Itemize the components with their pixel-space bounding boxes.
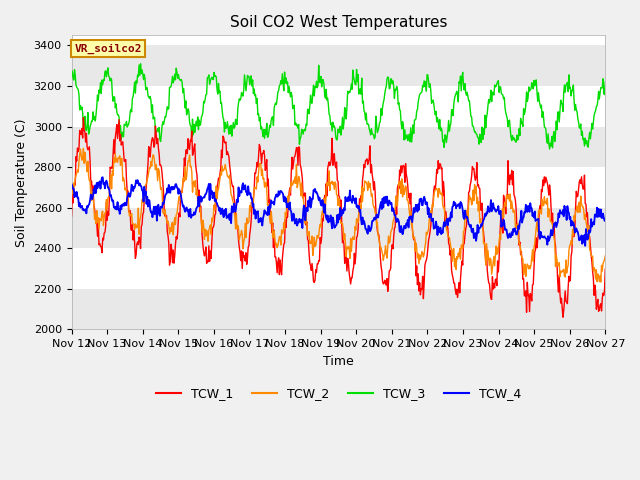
TCW_4 (216, 208, 223, 214)
TCW_3 (546, 146, 554, 152)
Line: TCW_1: TCW_1 (72, 118, 605, 317)
TCW_4 (99, 174, 106, 180)
Line: TCW_4: TCW_4 (72, 177, 605, 246)
TCW_2 (68, 194, 76, 200)
Line: TCW_2: TCW_2 (72, 148, 605, 282)
TCW_1 (216, 177, 223, 183)
TCW_2 (79, 145, 87, 151)
Y-axis label: Soil Temperature (C): Soil Temperature (C) (15, 118, 28, 247)
TCW_3 (602, 79, 609, 85)
X-axis label: Time: Time (323, 355, 354, 368)
TCW_3 (132, 78, 140, 84)
TCW_3 (216, 89, 223, 95)
TCW_3 (137, 61, 145, 67)
Bar (72, 46, 605, 86)
TCW_2 (404, 197, 412, 203)
TCW_1 (420, 296, 428, 301)
TCW_1 (68, 213, 76, 219)
TCW_2 (133, 222, 141, 228)
TCW_1 (187, 139, 195, 144)
Bar (72, 167, 605, 208)
TCW_2 (597, 279, 605, 285)
TCW_4 (133, 180, 141, 186)
TCW_1 (79, 115, 87, 120)
TCW_4 (187, 215, 195, 221)
Bar (72, 248, 605, 289)
TCW_1 (133, 241, 141, 247)
TCW_3 (404, 138, 412, 144)
TCW_4 (420, 197, 428, 203)
Legend: TCW_1, TCW_2, TCW_3, TCW_4: TCW_1, TCW_2, TCW_3, TCW_4 (151, 383, 526, 406)
TCW_1 (404, 183, 412, 189)
TCW_1 (77, 132, 85, 137)
TCW_4 (77, 204, 85, 209)
TCW_3 (187, 123, 195, 129)
TCW_4 (68, 181, 76, 187)
TCW_3 (68, 71, 76, 76)
TCW_3 (77, 107, 85, 112)
Bar (72, 208, 605, 248)
TCW_4 (602, 218, 609, 224)
TCW_2 (602, 253, 609, 259)
TCW_4 (404, 217, 412, 223)
TCW_1 (602, 266, 609, 272)
Bar (72, 289, 605, 329)
TCW_2 (216, 180, 223, 186)
TCW_1 (559, 314, 567, 320)
TCW_3 (420, 84, 428, 90)
Title: Soil CO2 West Temperatures: Soil CO2 West Temperatures (230, 15, 447, 30)
TCW_4 (581, 243, 589, 249)
TCW_2 (420, 254, 428, 260)
Text: VR_soilco2: VR_soilco2 (74, 44, 141, 54)
Bar (72, 127, 605, 167)
Bar (72, 86, 605, 127)
Line: TCW_3: TCW_3 (72, 64, 605, 149)
TCW_2 (187, 163, 195, 169)
TCW_2 (77, 153, 85, 158)
